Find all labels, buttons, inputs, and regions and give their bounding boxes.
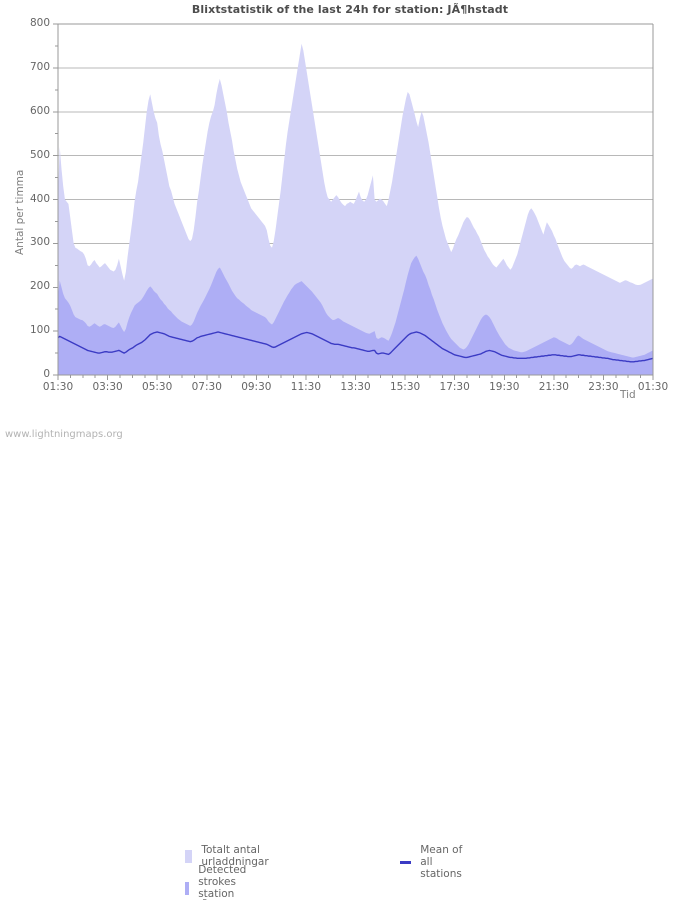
x-tick-label: 01:30	[42, 381, 74, 393]
legend-swatch-station	[185, 881, 190, 895]
x-tick-label: 21:30	[538, 381, 569, 393]
y-tick-label: 0	[43, 368, 50, 380]
x-tick-label: 15:30	[389, 381, 421, 393]
y-tick-label: 500	[29, 148, 50, 161]
y-tick-label: 600	[29, 104, 50, 117]
y-tick-label: 200	[29, 280, 50, 293]
x-tick-label: 17:30	[439, 381, 470, 393]
x-tick-label: 23:30	[588, 381, 619, 393]
y-tick-label: 300	[29, 236, 50, 249]
x-tick-label: 13:30	[340, 381, 371, 393]
chart-title: Blixtstatistik of the last 24h for stati…	[191, 3, 509, 16]
x-tick-label: 09:30	[241, 381, 272, 393]
x-axis-label: Tid	[620, 389, 636, 401]
watermark: www.lightningmaps.org	[5, 429, 123, 440]
x-tick-label: 11:30	[290, 381, 322, 393]
y-tick-label: 700	[29, 60, 50, 73]
area-detected-strokes	[58, 255, 653, 375]
line-mean-all-stations	[57, 331, 654, 363]
x-tick-label: 05:30	[142, 381, 173, 393]
y-tick-label: 100	[29, 324, 50, 337]
legend-item-mean: Mean of all stations	[400, 844, 473, 880]
x-tick-label: 07:30	[191, 381, 222, 393]
legend-swatch-total	[185, 849, 193, 863]
legend-line-mean	[400, 860, 412, 864]
legend-label-station: Detected strokes station JÃ¶hstadt	[198, 864, 247, 900]
area-total-discharges	[58, 43, 653, 376]
legend-label-mean: Mean of all stations	[420, 844, 463, 880]
y-tick-label: 400	[29, 192, 50, 205]
x-tick-label: 01:30	[637, 381, 669, 393]
y-tick-label: 800	[29, 17, 50, 29]
plot-area	[53, 23, 654, 380]
x-tick-label: 19:30	[489, 381, 520, 393]
legend-item-station: Detected strokes station JÃ¶hstadt	[185, 864, 257, 900]
x-tick-label: 03:30	[92, 381, 123, 393]
lightning-statistics-chart: Blixtstatistik of the last 24h for stati…	[5, 3, 669, 900]
